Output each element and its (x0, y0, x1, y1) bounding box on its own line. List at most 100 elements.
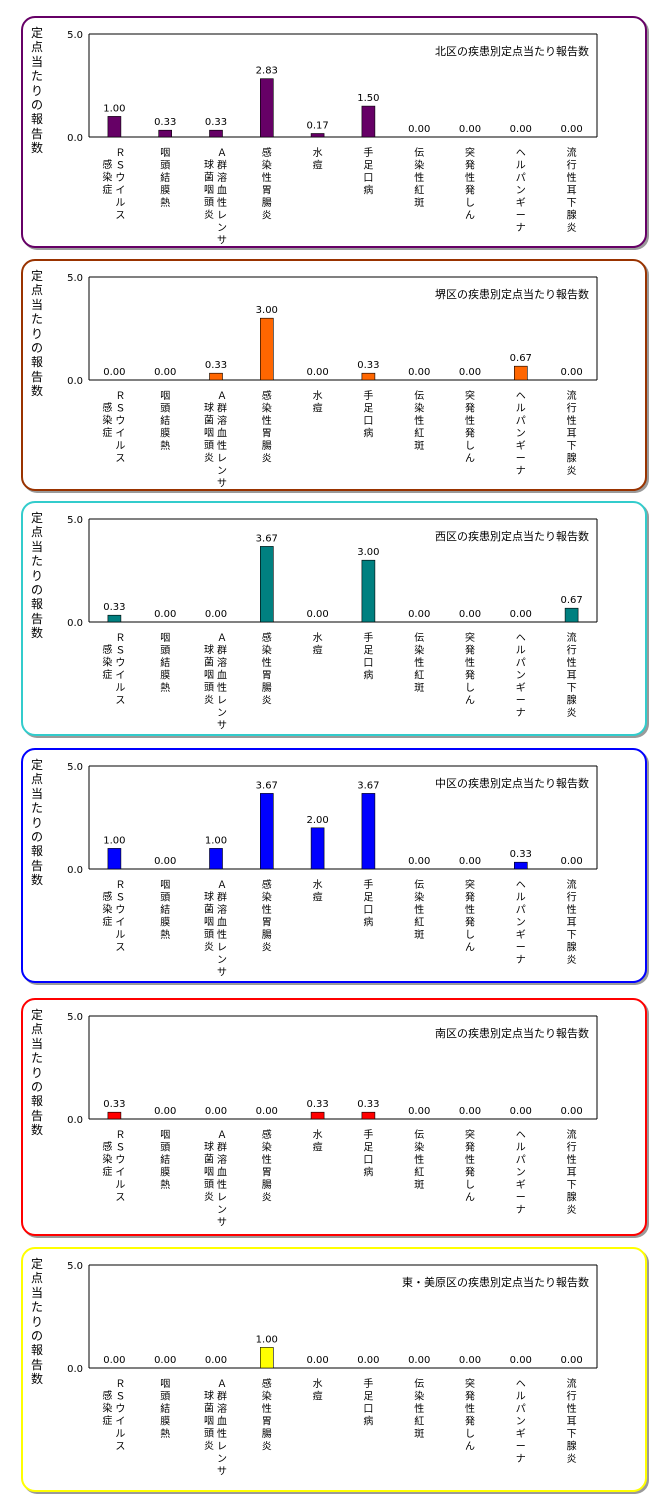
chart-title: 西区の疾患別定点当たり報告数 (435, 529, 589, 543)
x-tick-char: ウ (115, 657, 125, 669)
x-tick-char: 痘 (313, 1141, 323, 1154)
x-tick-char: 性 (414, 903, 424, 916)
bar (107, 1111, 122, 1120)
x-tick-char: 発 (465, 159, 475, 172)
x-tick-char: 下 (567, 1429, 577, 1440)
x-tick-char: レ (217, 696, 227, 707)
x-tick-char: 発 (465, 891, 475, 904)
x-tick-char: 性 (567, 1402, 577, 1415)
data-label: 0.00 (205, 609, 227, 620)
chart-title: 東・美原区の疾患別定点当たり報告数 (402, 1275, 589, 1289)
x-tick-char: 膜 (160, 670, 170, 682)
x-tick-char: 斑 (414, 1178, 424, 1191)
x-tick-char: 性 (217, 439, 227, 452)
x-tick-char: 炎 (567, 954, 577, 966)
x-tick-char: ウ (115, 904, 125, 916)
bar (260, 546, 274, 623)
chart-svg: 5.00.0堺区の疾患別定点当たり報告数0.00ＲＳウイルス感染症0.00咽頭結… (67, 273, 598, 490)
x-tick-char: ン (516, 1417, 526, 1428)
x-tick-char: 染 (102, 1402, 112, 1415)
data-label: 0.00 (103, 367, 125, 378)
x-tick-char: Ａ (217, 1130, 227, 1141)
x-tick-char: 行 (567, 891, 577, 904)
x-tick-char: 頭 (160, 645, 170, 657)
x-tick-char: 結 (160, 656, 170, 669)
x-tick-char: ー (516, 1442, 526, 1453)
x-tick-char: Ａ (217, 391, 227, 402)
bar (513, 365, 528, 381)
chart-svg: 5.00.0東・美原区の疾患別定点当たり報告数0.00ＲＳウイルス感染症0.00… (67, 1261, 598, 1478)
data-label: 1.00 (256, 1334, 278, 1345)
chart-panel-higashi-mihara: 定点当たりの報告数 5.0 0.0 東・美原区の疾患別定点当たり報告数 0.00 Ｒ Ｓ ウ… (21, 1247, 647, 1492)
y-axis-label: 定点当たりの報告数 (30, 26, 43, 156)
x-tick-char: 下 (567, 1180, 577, 1191)
x-tick-char: 突 (465, 389, 475, 402)
x-tick-char: 咽 (160, 632, 170, 644)
data-label: 0.00 (510, 124, 532, 135)
x-tick-char: 感 (102, 643, 112, 656)
bar (564, 607, 579, 623)
x-tick-char: 血 (217, 1166, 227, 1179)
x-tick-char: 頭 (160, 160, 170, 172)
y-tick-min: 0.0 (67, 1115, 83, 1126)
x-tick-char: サ (217, 478, 227, 490)
x-tick-char: 咽 (160, 879, 170, 891)
x-tick-char: 足 (363, 403, 373, 415)
data-label: 0.00 (154, 1106, 176, 1117)
data-label: 0.00 (154, 367, 176, 378)
x-tick-char: 水 (313, 1378, 323, 1390)
bar (513, 861, 528, 870)
x-tick-char: ル (516, 1392, 526, 1403)
x-tick-char: ン (516, 1168, 526, 1179)
x-tick-char: ん (465, 695, 475, 707)
x-tick-char: 耳 (567, 917, 577, 929)
x-tick-char: ヘ (516, 1130, 526, 1141)
data-label: 0.33 (103, 602, 125, 613)
x-tick-char: 頭 (160, 1142, 170, 1154)
x-tick-char: 染 (102, 171, 112, 184)
x-tick-char: Ｓ (115, 404, 125, 415)
x-tick-char: 膜 (160, 185, 170, 197)
x-tick-char: 耳 (567, 428, 577, 440)
x-tick-char: ん (465, 942, 475, 954)
x-tick-char: 群 (217, 891, 227, 904)
data-label: 0.00 (256, 1106, 278, 1117)
x-tick-char: 炎 (567, 1453, 577, 1465)
x-tick-char: 膜 (160, 1167, 170, 1179)
x-tick-char: 溶 (217, 171, 227, 184)
data-label: 0.17 (306, 120, 328, 131)
data-label: 0.33 (205, 360, 227, 371)
x-tick-char: 感 (262, 146, 272, 159)
x-tick-char: パ (516, 1154, 526, 1166)
x-tick-char: 性 (262, 903, 272, 916)
x-tick-char: 伝 (414, 1378, 424, 1390)
x-tick-char: ル (516, 646, 526, 657)
x-tick-char: 斑 (414, 928, 424, 941)
x-tick-char: レ (217, 943, 227, 954)
x-tick-char: 群 (217, 159, 227, 172)
x-tick-char: 腸 (262, 1179, 272, 1191)
data-label: 0.00 (459, 609, 481, 620)
data-label: 3.67 (256, 780, 278, 791)
x-tick-char: 性 (465, 656, 475, 669)
bar (310, 827, 325, 870)
x-tick-char: ル (516, 893, 526, 904)
x-tick-char: 腸 (262, 440, 272, 452)
x-tick-char: 流 (567, 1128, 577, 1141)
x-tick-char: 炎 (204, 209, 214, 221)
x-tick-char: 紅 (414, 1416, 424, 1428)
x-tick-char: 球 (204, 643, 214, 656)
x-tick-char: 膜 (160, 1416, 170, 1428)
x-tick-char: レ (217, 1442, 227, 1453)
